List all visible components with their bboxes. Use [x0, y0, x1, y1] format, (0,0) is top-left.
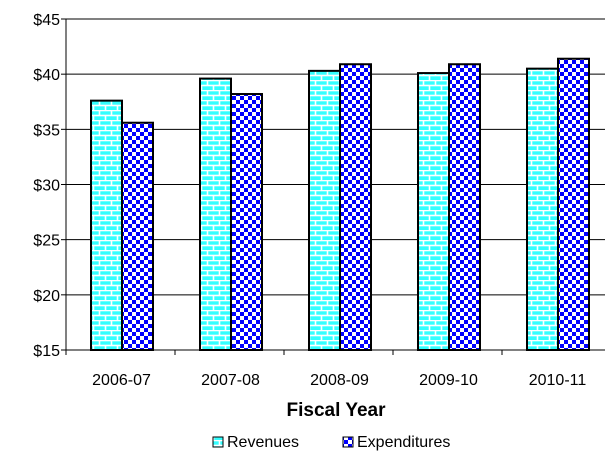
- y-tick-labels: $15 $20 $25 $30 $35 $40 $45: [33, 12, 60, 360]
- x-tick-label: 2008-09: [310, 372, 369, 389]
- x-tick-label: 2009-10: [419, 372, 478, 389]
- bar-revenues-2009-10: [417, 72, 450, 352]
- axes: [61, 18, 605, 355]
- x-tick-labels: 2006-07 2007-08 2008-09 2009-10 2010-11: [92, 372, 586, 389]
- bar-revenues-2007-08: [199, 77, 232, 352]
- bar-revenues-2008-09: [308, 69, 341, 352]
- legend-label-expenditures: Expenditures: [357, 434, 450, 451]
- y-tick-label: $35: [33, 122, 60, 139]
- legend-swatch-expenditures: [342, 436, 354, 448]
- y-tick-label: $20: [33, 288, 60, 305]
- bar-expenditures-2009-10: [448, 63, 481, 351]
- y-tick-label: $25: [33, 233, 60, 250]
- x-tick-label: 2007-08: [201, 372, 260, 389]
- y-tick-label: $30: [33, 178, 60, 195]
- y-tick-label: $15: [33, 343, 60, 360]
- bar-expenditures-2006-07: [121, 121, 154, 351]
- bar-revenues-2006-07: [90, 99, 123, 351]
- y-tick-label: $45: [33, 12, 60, 29]
- legend: Revenues Expenditures: [212, 434, 450, 451]
- bar-expenditures-2007-08: [230, 93, 263, 351]
- x-tick-label: 2010-11: [529, 372, 587, 389]
- bar-expenditures-2010-11: [557, 57, 590, 351]
- bar-revenues-2010-11: [526, 67, 559, 352]
- x-tick-label: 2006-07: [92, 372, 151, 389]
- x-axis-title: Fiscal Year: [287, 400, 387, 421]
- legend-label-revenues: Revenues: [227, 434, 299, 451]
- bar-expenditures-2008-09: [339, 63, 372, 351]
- bars: [90, 57, 590, 352]
- legend-swatch-revenues: [212, 436, 224, 448]
- y-tick-label: $40: [33, 67, 60, 84]
